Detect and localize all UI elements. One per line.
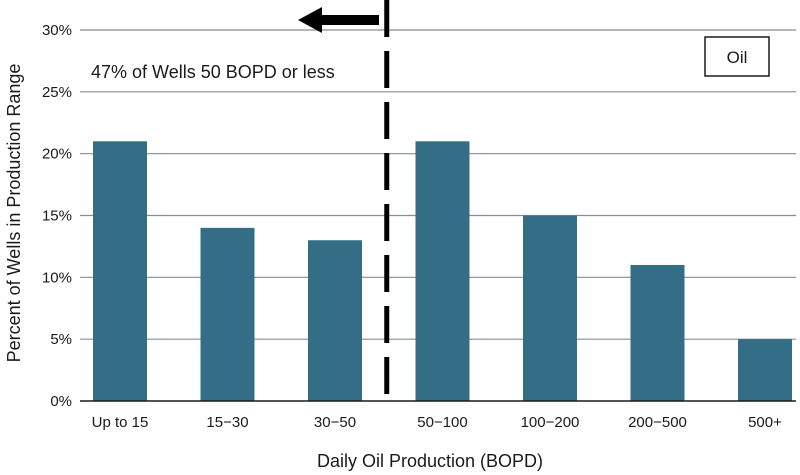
cutoff-annotation: 47% of Wells 50 BOPD or less xyxy=(85,0,390,401)
x-axis-label: Daily Oil Production (BOPD) xyxy=(317,451,543,471)
bar xyxy=(415,141,470,402)
x-tick-label: 30−50 xyxy=(314,414,356,431)
left-arrow-icon xyxy=(298,7,379,33)
y-tick-label: 0% xyxy=(50,393,72,410)
x-tick-label: 100−200 xyxy=(521,414,580,431)
y-tick-label: 30% xyxy=(42,22,72,39)
y-tick-label: 5% xyxy=(50,331,72,348)
y-tick-label: 25% xyxy=(42,84,72,101)
x-tick-labels: Up to 15 15−30 30−50 50−100 100−200 200−500 50… xyxy=(92,414,782,431)
x-tick-label: 200−500 xyxy=(628,414,687,431)
bar xyxy=(630,264,685,401)
y-tick-label: 10% xyxy=(42,269,72,286)
annotation-background xyxy=(85,54,390,88)
legend-label: Oil xyxy=(727,48,748,67)
y-tick-label: 15% xyxy=(42,208,72,225)
bar xyxy=(200,227,255,401)
x-tick-label: Up to 15 xyxy=(92,414,149,431)
bars xyxy=(93,141,792,402)
bar xyxy=(738,339,792,401)
bar xyxy=(523,215,577,401)
x-tick-label: 50−100 xyxy=(417,414,467,431)
x-tick-label: 500+ xyxy=(748,414,782,431)
x-tick-label: 15−30 xyxy=(206,414,248,431)
legend-box xyxy=(704,36,770,77)
bar xyxy=(93,141,147,402)
bar xyxy=(308,240,362,401)
y-tick-label: 20% xyxy=(42,146,72,163)
y-axis-label: Percent of Wells in Production Range xyxy=(4,64,24,363)
legend: Oil xyxy=(704,36,770,77)
y-tick-labels: 0% 5% 10% 15% 20% 25% 30% xyxy=(42,22,72,410)
annotation-text: 47% of Wells 50 BOPD or less xyxy=(91,62,335,82)
